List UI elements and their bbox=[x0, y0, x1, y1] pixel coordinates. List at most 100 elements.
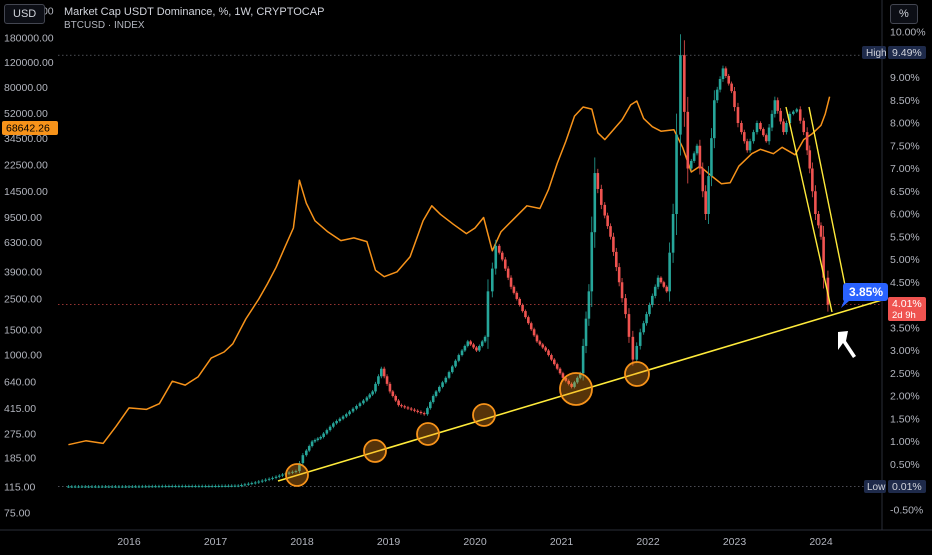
candle-body bbox=[413, 409, 416, 411]
low-label-text: Low bbox=[867, 482, 886, 493]
candle-body bbox=[391, 391, 395, 396]
candle-body bbox=[429, 402, 432, 409]
x-axis-tick-label: 2024 bbox=[809, 536, 833, 548]
candle-body bbox=[243, 484, 247, 486]
candle-body bbox=[805, 132, 809, 151]
candle-body bbox=[267, 478, 271, 480]
candle-body bbox=[338, 418, 342, 422]
candle-body bbox=[277, 475, 281, 477]
candle-body bbox=[614, 251, 618, 268]
candle-body bbox=[157, 486, 161, 488]
candle-body bbox=[301, 455, 305, 464]
candle-body bbox=[67, 486, 70, 488]
candle-body bbox=[596, 173, 600, 189]
candle-body bbox=[124, 486, 127, 488]
candle-body bbox=[264, 479, 267, 481]
candle-body bbox=[77, 486, 80, 488]
candle-body bbox=[748, 141, 752, 151]
candle-body bbox=[194, 486, 197, 488]
candle-body bbox=[590, 232, 594, 292]
candle-body bbox=[154, 486, 157, 488]
candle-body bbox=[578, 373, 582, 378]
left-axis-tick-label: 640.00 bbox=[4, 377, 36, 389]
trendline-touch-circle bbox=[416, 422, 440, 446]
candle-body bbox=[730, 83, 733, 92]
candle-body bbox=[587, 291, 591, 319]
x-axis-tick-label: 2017 bbox=[204, 536, 228, 548]
candle-body bbox=[659, 277, 663, 283]
candle-body bbox=[609, 226, 612, 237]
candle-body bbox=[627, 314, 631, 337]
candle-body bbox=[174, 486, 177, 488]
candle-body bbox=[358, 403, 362, 407]
candle-body bbox=[298, 463, 301, 472]
candle-body bbox=[250, 483, 254, 485]
candle-body bbox=[444, 377, 448, 383]
candle-body bbox=[403, 406, 407, 408]
candle-body bbox=[770, 113, 774, 128]
candle-body bbox=[466, 341, 470, 346]
candle-body bbox=[612, 236, 615, 252]
candle-body bbox=[271, 477, 274, 479]
candle-body bbox=[638, 332, 642, 346]
candle-body bbox=[214, 486, 217, 488]
candle-body bbox=[377, 376, 380, 384]
left-axis-tick-label: 185.00 bbox=[4, 452, 36, 464]
candle-body bbox=[434, 391, 438, 396]
candle-body bbox=[247, 483, 250, 485]
candle-body bbox=[715, 89, 719, 101]
candle-body bbox=[351, 408, 355, 412]
percent-scale-button[interactable]: % bbox=[890, 4, 918, 24]
candle-body bbox=[141, 486, 144, 488]
candle-body bbox=[160, 486, 164, 488]
trendline-touch-circle bbox=[559, 372, 593, 406]
candle-body bbox=[764, 135, 768, 142]
left-axis-tick-label: 415.00 bbox=[4, 403, 36, 415]
currency-button[interactable]: USD bbox=[4, 4, 46, 24]
candle-body bbox=[736, 107, 740, 123]
candle-body bbox=[573, 382, 576, 387]
candle-body bbox=[527, 317, 530, 324]
candle-body bbox=[710, 138, 713, 177]
candle-body bbox=[795, 109, 799, 112]
candle-body bbox=[114, 486, 117, 488]
candle-body bbox=[535, 335, 539, 342]
candle-body bbox=[509, 277, 513, 287]
right-axis-tick-label: 1.00% bbox=[890, 436, 920, 448]
candle-body bbox=[134, 486, 137, 488]
candle-body bbox=[253, 482, 257, 484]
x-axis-tick-label: 2021 bbox=[550, 536, 574, 548]
candle-body bbox=[561, 373, 565, 378]
right-axis-tick-label: 2.00% bbox=[890, 391, 920, 403]
candle-body bbox=[100, 486, 104, 488]
candle-body bbox=[483, 336, 487, 342]
candle-body bbox=[236, 485, 240, 487]
right-axis-tick-label: 0.50% bbox=[890, 459, 920, 471]
candle-body bbox=[83, 486, 87, 488]
candle-body bbox=[779, 110, 782, 122]
trendline-touch-circle bbox=[285, 463, 309, 487]
callout-text: 3.85% bbox=[849, 285, 883, 299]
candle-body bbox=[180, 486, 184, 488]
candle-body bbox=[147, 486, 151, 488]
candle-body bbox=[581, 345, 585, 374]
left-axis-tick-label: 52000.00 bbox=[4, 108, 48, 120]
candle-body bbox=[217, 485, 221, 487]
left-axis-tick-label: 3900.00 bbox=[4, 266, 42, 278]
candle-body bbox=[811, 168, 814, 192]
right-axis-tick-label: -0.50% bbox=[890, 504, 923, 516]
candle-body bbox=[355, 406, 358, 409]
candle-body bbox=[707, 176, 710, 214]
left-axis-tick-label: 2500.00 bbox=[4, 293, 42, 305]
btc-price-value: 68642.26 bbox=[6, 123, 50, 135]
candle-body bbox=[692, 153, 696, 161]
candle-body bbox=[260, 480, 264, 482]
high-label-badge bbox=[862, 46, 886, 59]
trendline-touch-circle bbox=[624, 361, 650, 387]
candle-body bbox=[819, 225, 823, 237]
candle-body bbox=[558, 368, 562, 374]
right-axis-tick-label: 6.00% bbox=[890, 209, 920, 221]
candle-body bbox=[240, 484, 243, 486]
